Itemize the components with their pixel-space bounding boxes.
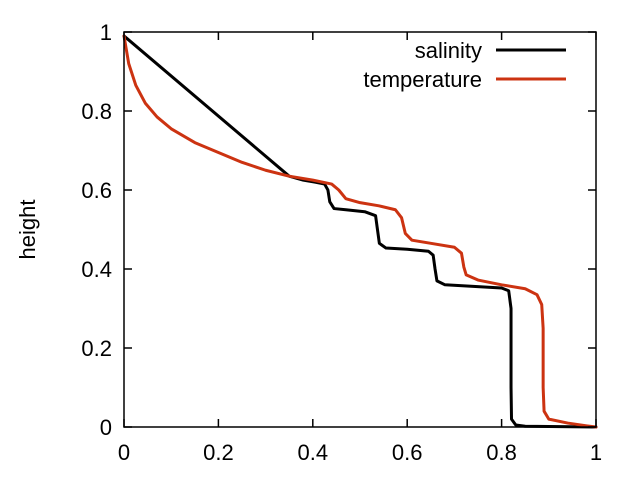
plot-frame xyxy=(123,31,597,428)
y-tick-label: 0.2 xyxy=(81,336,112,361)
x-tick-label: 0.6 xyxy=(392,440,423,465)
labels-layer: 0 0.2 0.4 0.6 0.8 1 0 0.2 0.4 0.6 0.8 1 xyxy=(81,20,602,465)
ticks-layer xyxy=(123,31,597,428)
series-layer xyxy=(122,34,598,429)
x-tick-label: 0.8 xyxy=(486,440,517,465)
x-tick-label: 1 xyxy=(590,440,602,465)
y-axis-title: height xyxy=(15,200,40,260)
y-tick-label: 0.6 xyxy=(81,178,112,203)
y-tick-label: 0.8 xyxy=(81,99,112,124)
legend: salinity temperature xyxy=(363,38,566,92)
y-tick-label: 0.4 xyxy=(81,257,112,282)
y-tick-label: 0 xyxy=(100,415,112,440)
series-line-temperature xyxy=(122,34,598,429)
legend-label-salinity: salinity xyxy=(415,38,482,63)
x-tick-label: 0.4 xyxy=(298,440,329,465)
legend-label-temperature: temperature xyxy=(363,67,482,92)
y-tick-label: 1 xyxy=(100,20,112,45)
x-tick-label: 0.2 xyxy=(203,440,234,465)
series-line-salinity xyxy=(122,34,598,429)
x-tick-label: 0 xyxy=(118,440,130,465)
